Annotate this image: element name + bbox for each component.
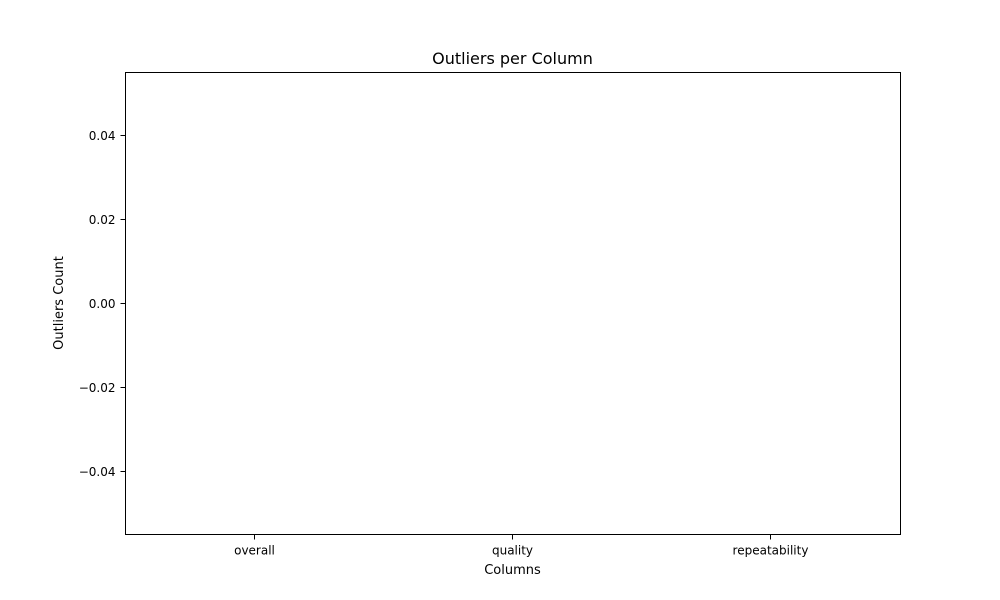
x-tick-label-overall: overall xyxy=(234,544,275,558)
y-axis-ticks: −0.04 −0.02 0.00 0.02 0.04 xyxy=(79,129,126,479)
x-axis-label: Columns xyxy=(484,563,541,578)
plot-area-frame xyxy=(125,72,901,535)
y-tick-label: 0.00 xyxy=(89,297,116,311)
y-tick-label: 0.04 xyxy=(89,129,116,143)
chart-title: Outliers per Column xyxy=(432,49,593,68)
x-tick-label-repeatability: repeatability xyxy=(733,544,809,558)
y-axis-label: Outliers Count xyxy=(52,256,67,350)
x-axis-ticks: overall quality repeatability xyxy=(234,534,809,558)
y-tick-label: −0.02 xyxy=(79,381,116,395)
y-tick-label: 0.02 xyxy=(89,213,116,227)
x-tick-label-quality: quality xyxy=(492,544,533,558)
y-tick-label: −0.04 xyxy=(79,465,116,479)
